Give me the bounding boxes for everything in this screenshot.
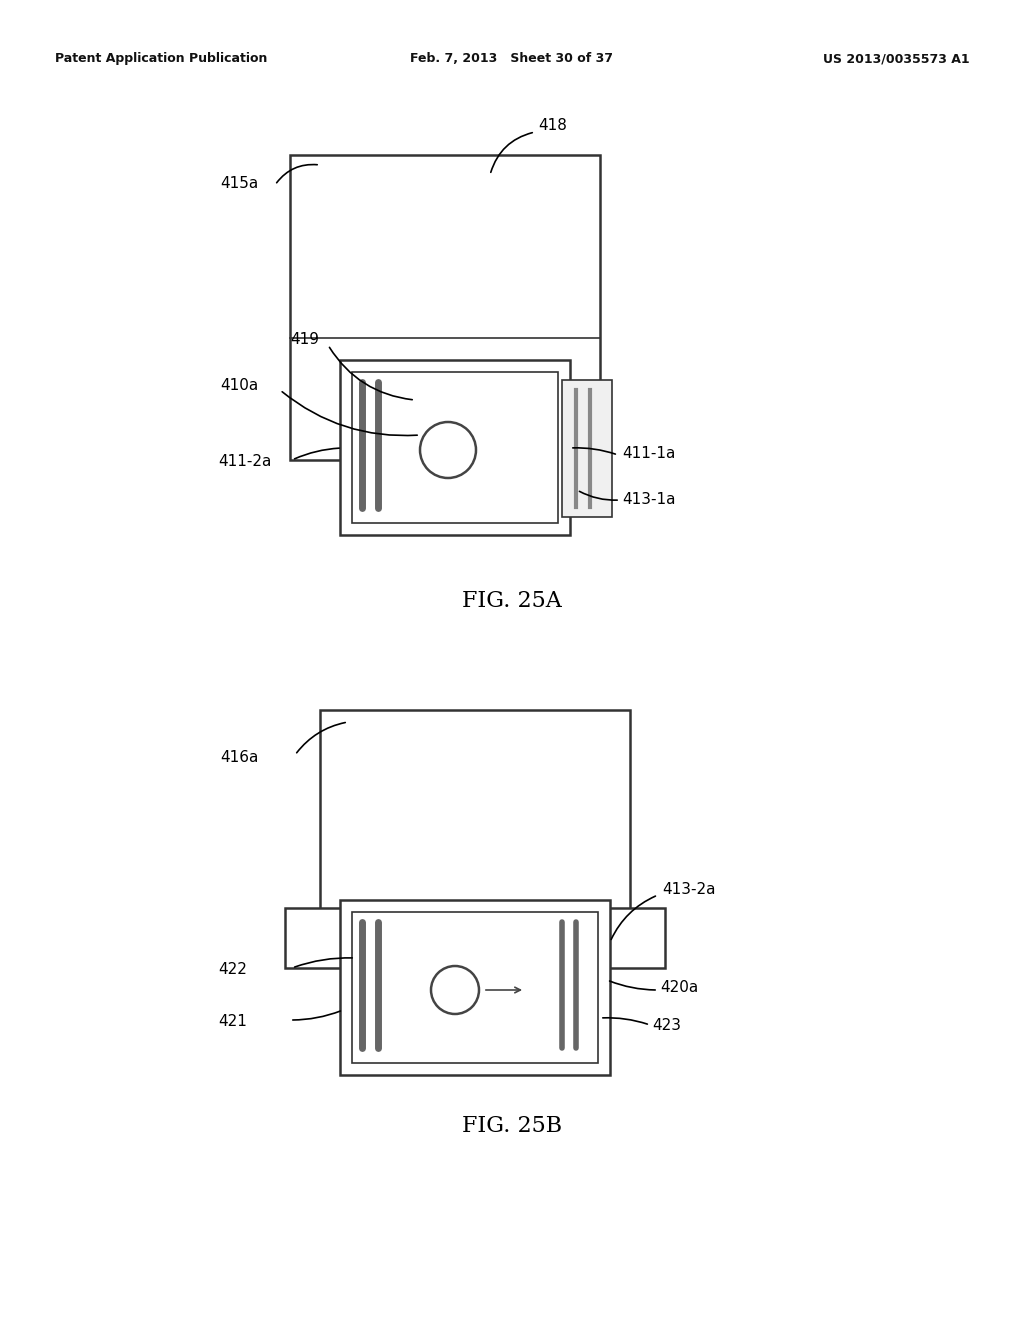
Text: 415a: 415a [220, 176, 258, 190]
Text: 423: 423 [652, 1018, 681, 1032]
Bar [290, 154, 600, 459]
Bar [340, 900, 610, 1074]
Text: 411-1a: 411-1a [622, 446, 676, 462]
Text: FIG. 25A: FIG. 25A [462, 590, 562, 612]
Text: US 2013/0035573 A1: US 2013/0035573 A1 [823, 51, 970, 65]
Bar [285, 908, 357, 968]
Text: 422: 422 [218, 962, 247, 978]
Text: Patent Application Publication: Patent Application Publication [55, 51, 267, 65]
Text: 421: 421 [218, 1015, 247, 1030]
Bar [352, 912, 598, 1063]
Text: 420a: 420a [660, 981, 698, 995]
Text: 413-1a: 413-1a [622, 492, 676, 507]
Bar [352, 372, 558, 523]
Text: 411-2a: 411-2a [218, 454, 271, 470]
Bar [593, 908, 665, 968]
Text: 418: 418 [538, 117, 567, 132]
Bar [355, 908, 595, 968]
Text: 416a: 416a [220, 750, 258, 764]
Text: Feb. 7, 2013   Sheet 30 of 37: Feb. 7, 2013 Sheet 30 of 37 [411, 51, 613, 65]
Text: 419: 419 [290, 333, 319, 347]
Text: 410a: 410a [220, 379, 258, 393]
Text: FIG. 25B: FIG. 25B [462, 1115, 562, 1137]
Bar [319, 710, 630, 909]
Bar [562, 380, 612, 517]
Text: 413-2a: 413-2a [662, 883, 716, 898]
Bar [340, 360, 570, 535]
